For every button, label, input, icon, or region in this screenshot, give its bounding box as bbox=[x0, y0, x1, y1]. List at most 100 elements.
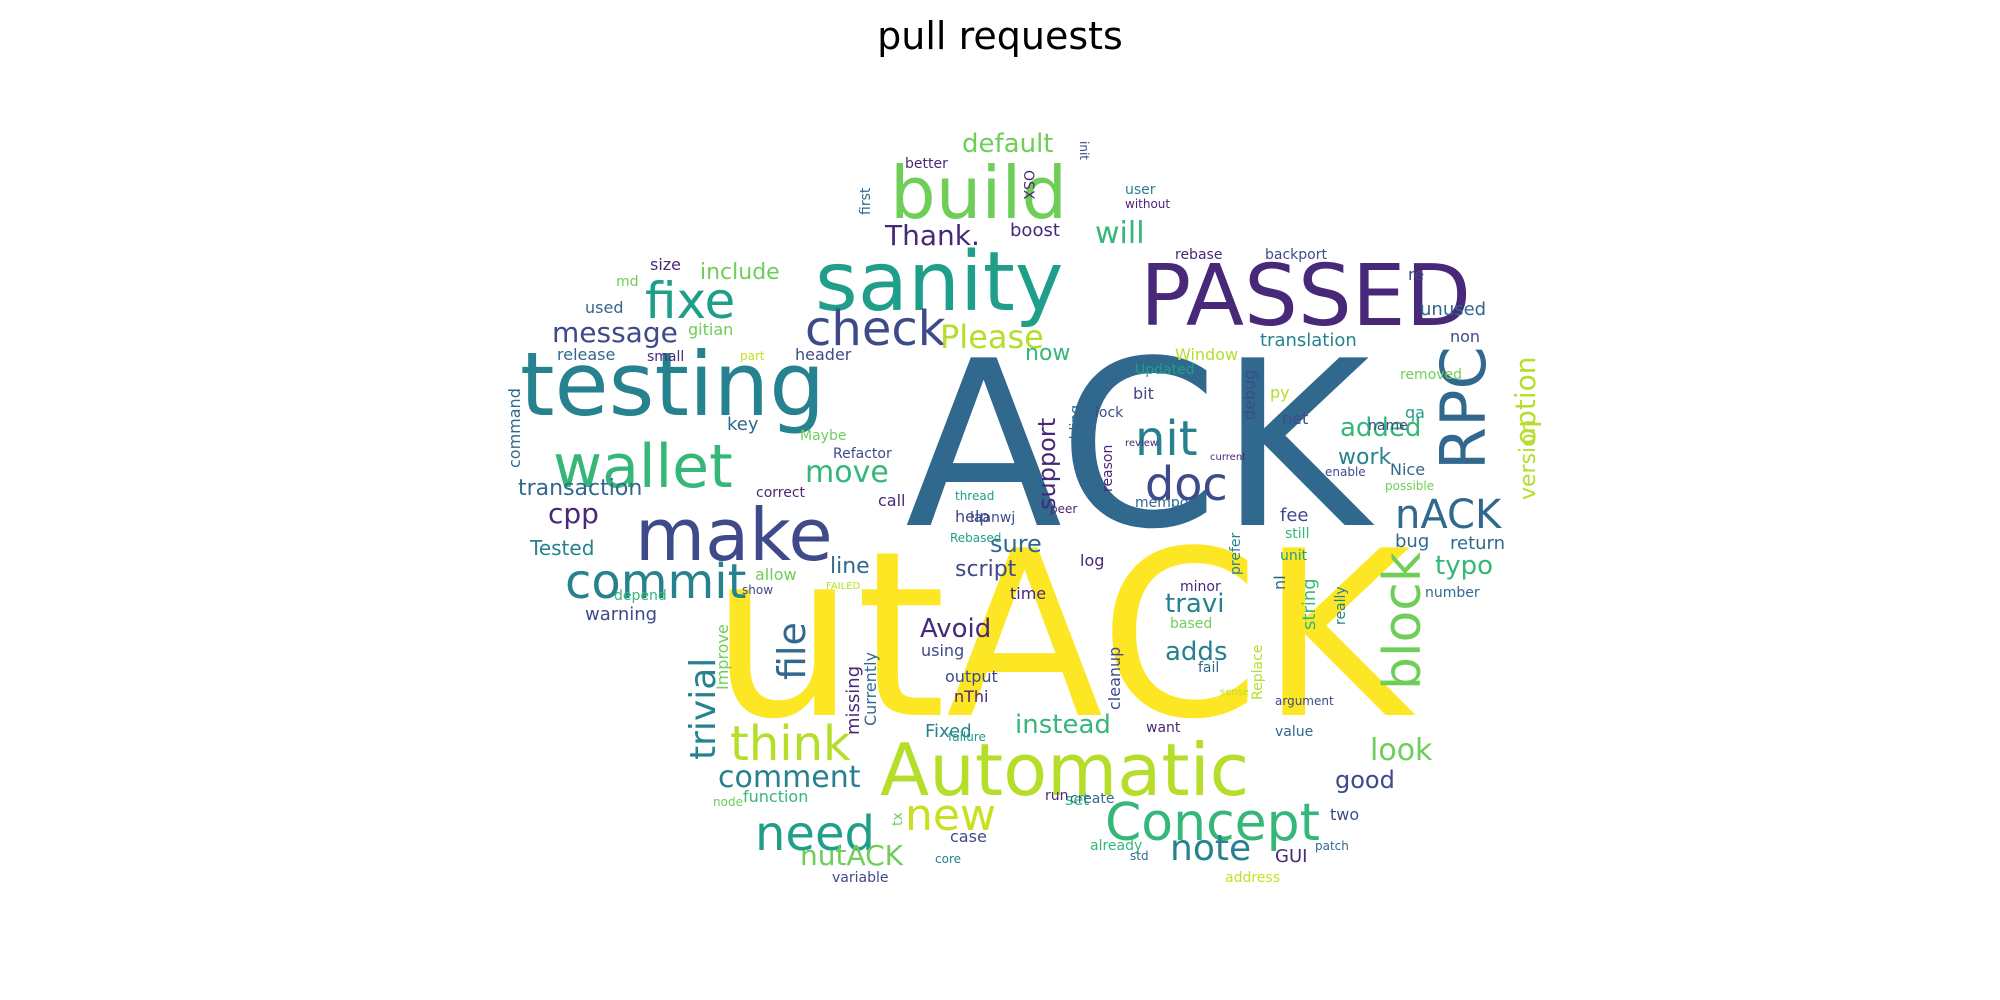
word-option: option bbox=[1509, 356, 1542, 445]
word-unused: unused bbox=[1420, 299, 1486, 320]
word-bit: bit bbox=[1133, 384, 1154, 403]
word-thank: Thank. bbox=[884, 219, 980, 252]
word-address: address bbox=[1225, 870, 1280, 886]
word-create: create bbox=[1070, 791, 1114, 807]
word-now: now bbox=[1025, 341, 1070, 366]
word-note: note bbox=[1170, 828, 1251, 869]
word-backport: backport bbox=[1265, 247, 1327, 263]
word-look: look bbox=[1370, 733, 1433, 768]
word-replace: Replace bbox=[1250, 645, 1266, 700]
word-node: node bbox=[713, 795, 743, 809]
word-allow: allow bbox=[755, 565, 797, 584]
word-work: work bbox=[1338, 445, 1391, 470]
word-without: without bbox=[1125, 197, 1170, 211]
word-key: key bbox=[727, 414, 759, 435]
word-patch: patch bbox=[1315, 839, 1349, 853]
word-will: will bbox=[1095, 216, 1145, 251]
word-block: block bbox=[1373, 552, 1433, 690]
word-rebased: Rebased bbox=[950, 531, 1001, 545]
word-script: script bbox=[955, 557, 1017, 582]
word-two: two bbox=[1330, 805, 1359, 824]
word-core: core bbox=[935, 852, 961, 866]
word-move: move bbox=[805, 455, 889, 490]
word-non: non bbox=[1450, 327, 1480, 346]
word-removed: removed bbox=[1400, 367, 1462, 383]
word-peer: peer bbox=[1050, 502, 1077, 516]
word-make: make bbox=[635, 493, 833, 577]
word-size: size bbox=[650, 255, 681, 274]
word-set: set bbox=[1065, 790, 1089, 809]
word-comment: comment bbox=[718, 760, 861, 795]
word-depend: depend bbox=[614, 588, 667, 604]
word-doc: doc bbox=[1145, 457, 1228, 511]
word-call: call bbox=[878, 491, 906, 510]
word-fixe: fixe bbox=[645, 272, 735, 330]
word-time: time bbox=[1010, 584, 1046, 603]
word-review: review bbox=[1125, 438, 1158, 449]
word-adding: adding bbox=[1068, 405, 1084, 453]
word-refactor: Refactor bbox=[833, 446, 892, 462]
word-current: current bbox=[1210, 452, 1246, 463]
word-typo: typo bbox=[1435, 551, 1493, 581]
word-nice: Nice bbox=[1390, 460, 1425, 479]
word-nthi: nThi bbox=[954, 687, 989, 706]
word-reason: reason bbox=[1100, 445, 1116, 492]
word-fee: fee bbox=[1280, 505, 1309, 526]
word-cleanup: cleanup bbox=[1105, 647, 1124, 710]
word-please: Please bbox=[940, 318, 1044, 356]
word-failure: failure bbox=[948, 730, 986, 744]
word-automatic: Automatic bbox=[880, 728, 1249, 812]
word-missing: missing bbox=[843, 666, 864, 735]
word-string: string bbox=[1299, 578, 1320, 630]
word-net: net bbox=[1282, 409, 1308, 428]
word-nack: nACK bbox=[1395, 492, 1503, 538]
word-passed: PASSED bbox=[1140, 247, 1471, 346]
word-output: output bbox=[945, 667, 998, 686]
word-first: first bbox=[858, 187, 874, 215]
word-ack: ACK bbox=[905, 313, 1375, 580]
word-good: good bbox=[1335, 766, 1395, 794]
word-updated: Updated bbox=[1135, 362, 1195, 378]
word-really: really bbox=[1333, 586, 1349, 625]
word-function: function bbox=[743, 787, 808, 806]
word-testing: testing bbox=[520, 333, 825, 436]
word-improve: Improve bbox=[713, 624, 732, 690]
word-boost: boost bbox=[1010, 220, 1060, 241]
word-translation: translation bbox=[1260, 330, 1357, 351]
word-based: based bbox=[1170, 616, 1212, 632]
word-sanity: sanity bbox=[815, 235, 1063, 330]
word-part: part bbox=[740, 349, 765, 363]
word-file: file bbox=[770, 622, 814, 680]
word-rebase: rebase bbox=[1175, 247, 1222, 263]
word-nutack: nutACK bbox=[800, 839, 904, 872]
word-command: command bbox=[505, 388, 524, 468]
word-want: want bbox=[1146, 720, 1181, 736]
word-window: Window bbox=[1175, 345, 1238, 364]
word-debug: debug bbox=[1240, 370, 1259, 420]
word-avoid: Avoid bbox=[920, 614, 991, 644]
word-already: already bbox=[1090, 838, 1142, 854]
word-help: help bbox=[955, 507, 990, 526]
word-header: header bbox=[795, 345, 852, 364]
word-wallet: wallet bbox=[553, 432, 733, 502]
chart-title: pull requests bbox=[877, 14, 1123, 58]
word-better: better bbox=[905, 156, 948, 172]
word-check: check bbox=[805, 301, 946, 357]
word-fixed: Fixed bbox=[925, 721, 972, 742]
word-message: message bbox=[552, 316, 678, 349]
word-maybe: Maybe bbox=[800, 428, 846, 444]
word-run: run bbox=[1045, 788, 1069, 804]
word-thread: thread bbox=[955, 489, 994, 503]
word-small: small bbox=[647, 349, 684, 365]
word-tx: tx bbox=[890, 812, 906, 826]
word-travi: travi bbox=[1165, 589, 1224, 619]
word-release: release bbox=[557, 345, 615, 364]
word-lock: lock bbox=[1095, 405, 1124, 421]
word-added: added bbox=[1340, 413, 1421, 443]
word-show: show bbox=[742, 583, 773, 597]
word-adds: adds bbox=[1165, 637, 1228, 667]
word-support: support bbox=[1033, 418, 1061, 510]
word-correct: correct bbox=[756, 485, 806, 501]
word-default: default bbox=[962, 129, 1053, 159]
word-nit: nit bbox=[1135, 411, 1198, 467]
